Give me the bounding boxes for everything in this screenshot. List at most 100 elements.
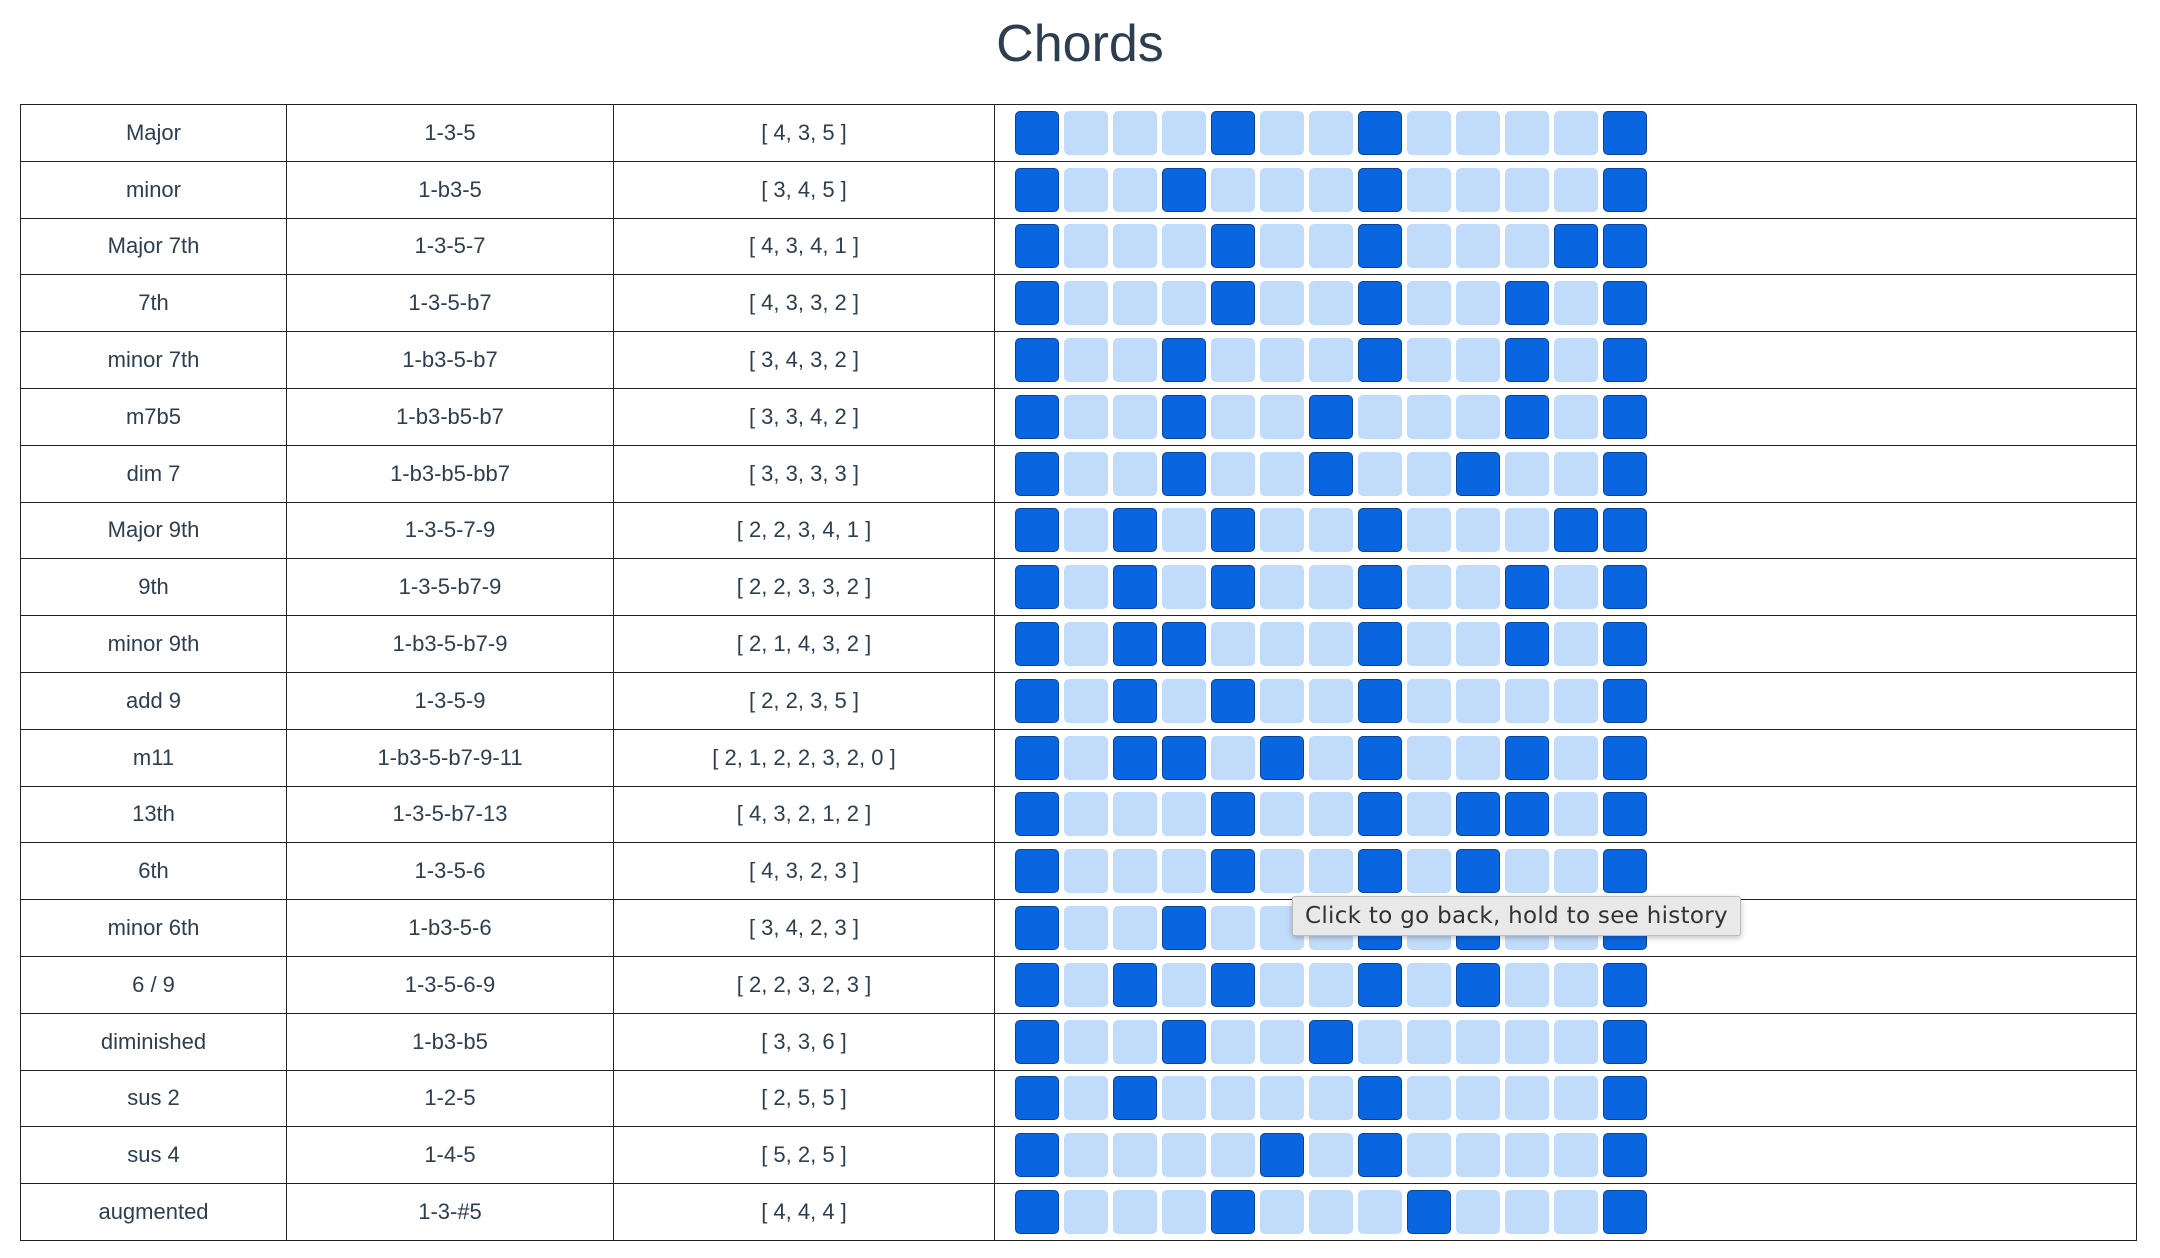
- semitone-active: [1211, 849, 1255, 894]
- chord-row: minor 6th 1-b3-5-6[ 3, 4, 2, 3 ]: [20, 899, 2137, 957]
- semitone-active: [1603, 735, 1647, 780]
- semitone-inactive: [1407, 1076, 1451, 1121]
- chord-steps: [ 2, 1, 2, 2, 3, 2, 0 ]: [613, 728, 995, 787]
- semitone-inactive: [1407, 394, 1451, 439]
- chord-formula: 1-3-5-7: [286, 217, 614, 276]
- semitone-inactive: [1064, 565, 1108, 610]
- semitone-active: [1358, 508, 1402, 553]
- chord-name: minor: [20, 160, 287, 219]
- semitone-inactive: [1113, 906, 1157, 951]
- semitone-inactive: [1456, 224, 1500, 269]
- semitone-inactive: [1260, 338, 1304, 383]
- semitone-active: [1603, 1019, 1647, 1064]
- semitone-active: [1015, 962, 1059, 1007]
- semitone-active: [1260, 735, 1304, 780]
- chord-steps: [ 3, 4, 3, 2 ]: [613, 331, 995, 389]
- semitone-inactive: [1505, 1133, 1549, 1178]
- semitone-active: [1113, 735, 1157, 780]
- chord-formula: 1-2-5: [286, 1069, 614, 1128]
- semitone-inactive: [1309, 678, 1353, 723]
- chord-steps: [ 4, 3, 3, 2 ]: [613, 274, 995, 333]
- chord-name: sus 2: [20, 1069, 287, 1128]
- chord-steps: [ 2, 2, 3, 3, 2 ]: [613, 558, 995, 617]
- semitone-inactive: [1554, 338, 1598, 383]
- semitone-active: [1603, 849, 1647, 894]
- semitone-active: [1113, 622, 1157, 667]
- chord-steps: [ 3, 3, 3, 3 ]: [613, 444, 995, 503]
- semitone-inactive: [1162, 224, 1206, 269]
- semitone-inactive: [1162, 849, 1206, 894]
- chord-pattern-cell: [994, 728, 2137, 787]
- semitone-active: [1162, 394, 1206, 439]
- chord-name: augmented: [20, 1183, 287, 1241]
- semitone-active: [1358, 281, 1402, 326]
- semitone-inactive: [1456, 622, 1500, 667]
- semitone-active: [1358, 1133, 1402, 1178]
- chord-formula: 1-3-5-9: [286, 671, 614, 730]
- semitone-inactive: [1064, 224, 1108, 269]
- semitone-inactive: [1505, 1190, 1549, 1235]
- chord-pattern: [1015, 792, 2136, 837]
- semitone-active: [1015, 849, 1059, 894]
- semitone-active: [1015, 1019, 1059, 1064]
- semitone-active: [1603, 167, 1647, 212]
- chord-name: 6th: [20, 842, 287, 901]
- chord-row: Major 1-3-5[ 4, 3, 5 ]: [20, 104, 2137, 162]
- semitone-inactive: [1260, 167, 1304, 212]
- chord-pattern-cell: [994, 785, 2137, 844]
- semitone-inactive: [1456, 508, 1500, 553]
- semitone-inactive: [1211, 167, 1255, 212]
- semitone-inactive: [1407, 281, 1451, 326]
- semitone-inactive: [1456, 394, 1500, 439]
- chord-pattern: [1015, 508, 2136, 553]
- semitone-inactive: [1064, 849, 1108, 894]
- semitone-inactive: [1064, 338, 1108, 383]
- chord-name: sus 4: [20, 1126, 287, 1185]
- semitone-active: [1309, 451, 1353, 496]
- semitone-inactive: [1113, 281, 1157, 326]
- semitone-active: [1407, 1190, 1451, 1235]
- semitone-inactive: [1211, 622, 1255, 667]
- semitone-inactive: [1260, 224, 1304, 269]
- chord-name: Major 7th: [20, 217, 287, 276]
- chord-pattern-cell: [994, 274, 2137, 333]
- semitone-inactive: [1113, 792, 1157, 837]
- chord-formula: 1-3-5-7-9: [286, 501, 614, 560]
- semitone-inactive: [1113, 110, 1157, 155]
- semitone-active: [1603, 1190, 1647, 1235]
- semitone-inactive: [1064, 1019, 1108, 1064]
- semitone-active: [1603, 508, 1647, 553]
- semitone-inactive: [1064, 1133, 1108, 1178]
- page-title: Chords: [996, 15, 1164, 73]
- semitone-active: [1015, 394, 1059, 439]
- semitone-active: [1162, 906, 1206, 951]
- semitone-active: [1456, 792, 1500, 837]
- semitone-active: [1603, 1076, 1647, 1121]
- semitone-active: [1015, 678, 1059, 723]
- chord-row: 6 / 9 1-3-5-6-9[ 2, 2, 3, 2, 3 ]: [20, 955, 2137, 1014]
- semitone-inactive: [1554, 1076, 1598, 1121]
- semitone-inactive: [1211, 1133, 1255, 1178]
- chord-pattern: [1015, 394, 2136, 439]
- chord-name: 9th: [20, 558, 287, 617]
- semitone-active: [1554, 224, 1598, 269]
- semitone-inactive: [1064, 394, 1108, 439]
- semitone-inactive: [1407, 849, 1451, 894]
- semitone-inactive: [1505, 962, 1549, 1007]
- semitone-inactive: [1554, 451, 1598, 496]
- semitone-inactive: [1505, 110, 1549, 155]
- semitone-inactive: [1260, 1190, 1304, 1235]
- chord-formula: 1-b3-b5-bb7: [286, 444, 614, 503]
- chord-pattern: [1015, 1190, 2136, 1235]
- semitone-active: [1113, 678, 1157, 723]
- semitone-inactive: [1211, 906, 1255, 951]
- semitone-inactive: [1113, 1190, 1157, 1235]
- chord-row: sus 2 1-2-5[ 2, 5, 5 ]: [20, 1069, 2137, 1128]
- semitone-inactive: [1260, 678, 1304, 723]
- semitone-inactive: [1309, 1133, 1353, 1178]
- semitone-inactive: [1456, 678, 1500, 723]
- semitone-active: [1505, 281, 1549, 326]
- semitone-inactive: [1554, 1133, 1598, 1178]
- chords-table: Major 1-3-5[ 4, 3, 5 ] minor 1-b3-5[ 3, 4, …: [20, 104, 2137, 1241]
- chord-steps: [ 2, 2, 3, 5 ]: [613, 671, 995, 730]
